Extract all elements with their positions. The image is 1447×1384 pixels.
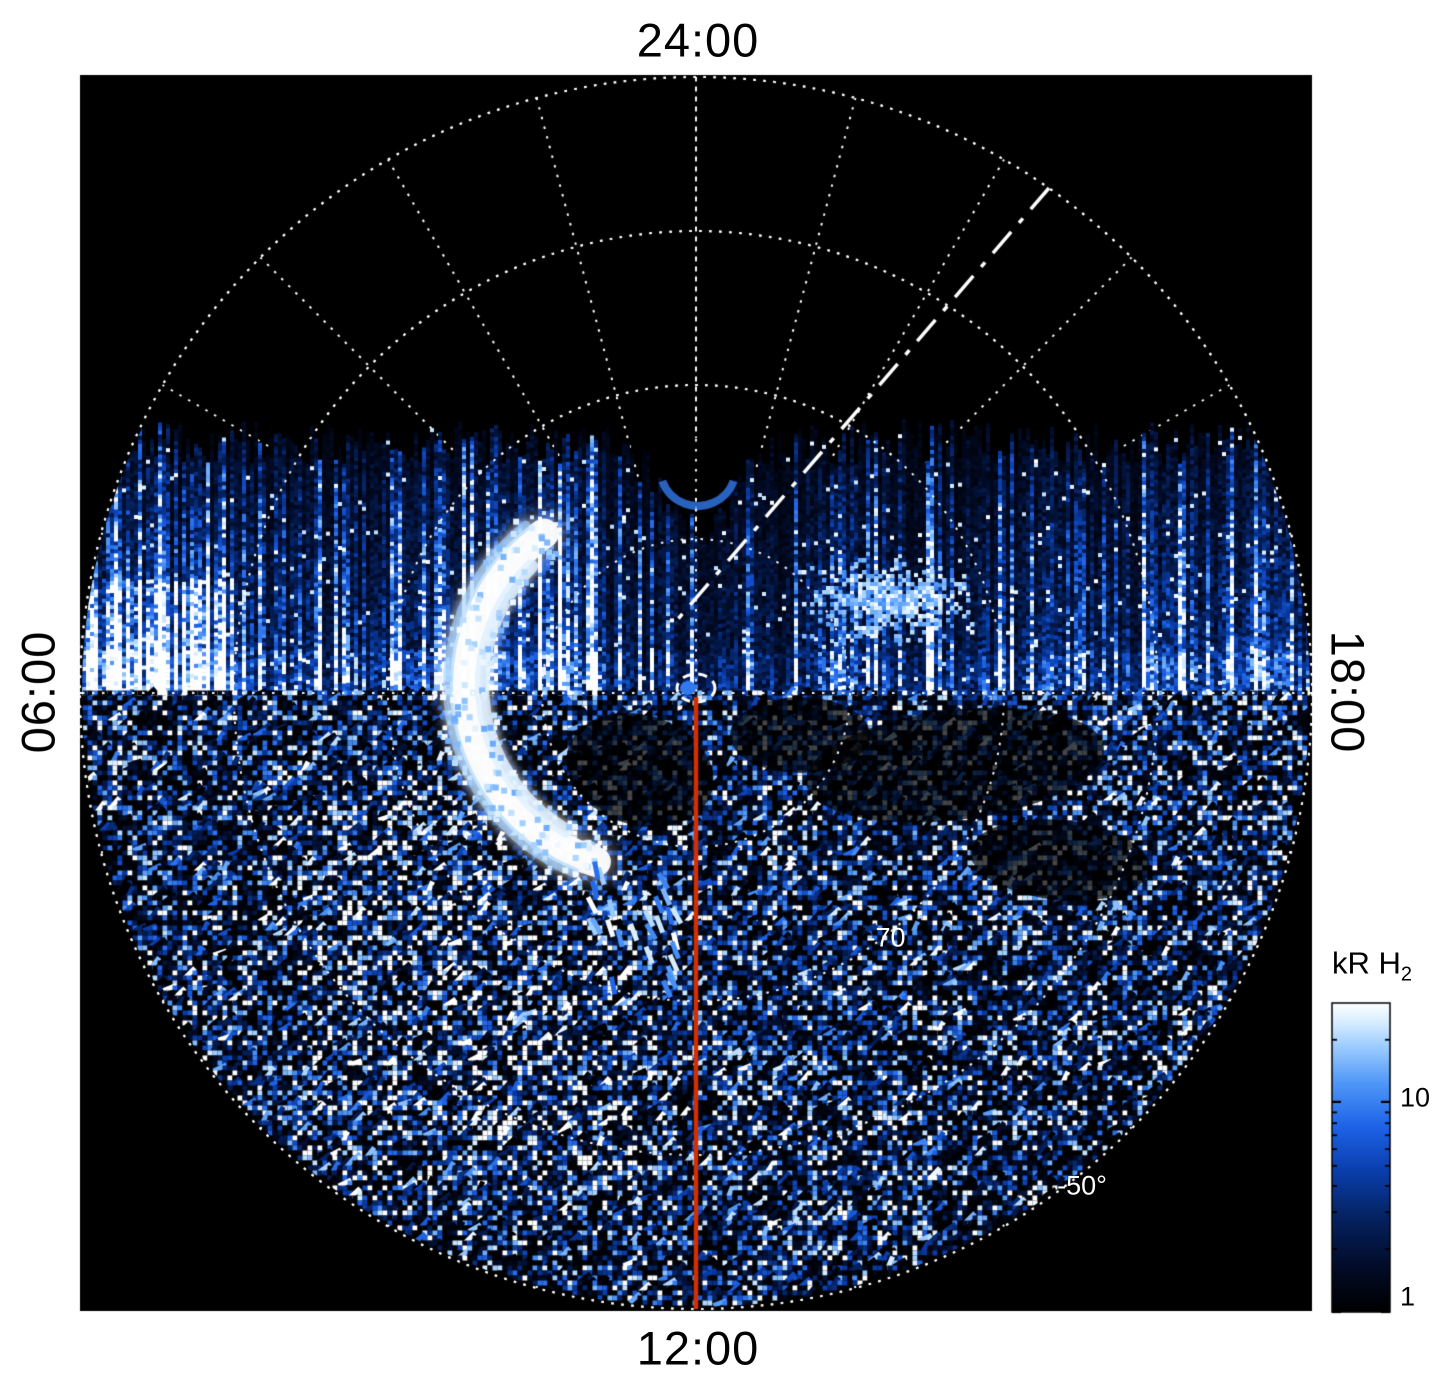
- colorbar-tick-label-10: 10: [1400, 1082, 1431, 1113]
- colorbar-title-sub: 2: [1400, 963, 1413, 986]
- time-label-1800: 18:00: [1321, 630, 1375, 754]
- colorbar-title: kR H2: [1332, 945, 1412, 986]
- time-label-0600: 06:00: [11, 630, 65, 754]
- latitude-label-50: -50°: [1057, 1170, 1107, 1201]
- latitude-label-70: -70: [866, 922, 906, 953]
- colorbar-title-main: kR H: [1331, 945, 1401, 981]
- time-label-2400: 24:00: [636, 13, 760, 67]
- time-label-1200: 12:00: [636, 1321, 760, 1375]
- colorbar-tick-label-1: 1: [1400, 1281, 1416, 1312]
